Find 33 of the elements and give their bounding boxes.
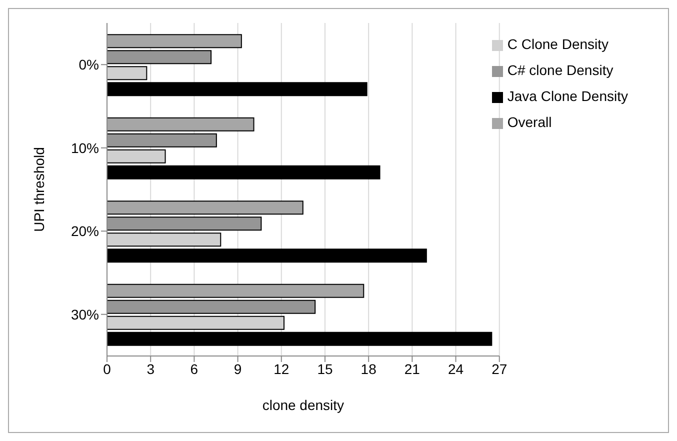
bar [107, 300, 316, 314]
y-tick-label: 30% [70, 306, 99, 322]
x-tick-label: 9 [234, 360, 242, 377]
x-axis-title: clone density [262, 397, 344, 413]
bar [107, 34, 242, 48]
bar [107, 82, 368, 96]
legend-label: Overall [507, 114, 552, 130]
bar [107, 117, 254, 132]
legend-label: C Clone Density [507, 36, 609, 52]
legend-label: C# clone Density [507, 62, 614, 78]
bar [107, 284, 364, 298]
x-tick-label: 18 [360, 360, 377, 377]
y-tick-label: 20% [70, 223, 99, 240]
x-tick-label: 21 [404, 360, 420, 377]
y-axis-title: UPI threshold [30, 147, 47, 232]
x-tick-label: 24 [448, 360, 464, 377]
x-tick-label: 6 [190, 360, 198, 377]
bar [107, 200, 304, 215]
x-tick-label: 0 [103, 360, 112, 377]
x-tick-label: 15 [317, 360, 333, 377]
y-tick-label: 0% [78, 56, 99, 73]
legend-label: Java Clone Density [507, 88, 628, 104]
bar [107, 50, 212, 64]
bar [107, 165, 380, 180]
bar [107, 216, 262, 231]
bar [107, 133, 217, 148]
y-tick-label: 10% [70, 140, 99, 156]
x-tick-label: 27 [492, 360, 508, 377]
x-tick-label: 12 [274, 360, 290, 377]
x-tick-label: 3 [146, 360, 155, 377]
bar [107, 66, 148, 80]
bar [107, 332, 492, 346]
bar [107, 248, 427, 263]
